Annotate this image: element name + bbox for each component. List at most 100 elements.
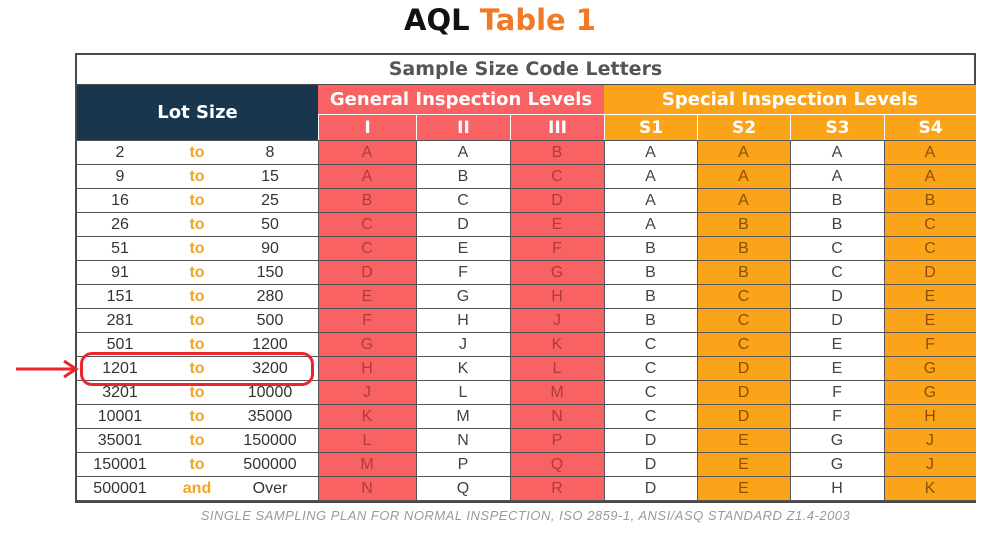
code-cell: A xyxy=(831,144,843,161)
lot-to-value: 280 xyxy=(256,288,284,305)
row-divider xyxy=(77,260,976,261)
code-cell: G xyxy=(456,288,470,305)
red-arrow-icon xyxy=(16,359,79,379)
row-divider xyxy=(77,188,976,189)
code-cell: D xyxy=(644,456,657,473)
code-cell: C xyxy=(644,360,657,377)
code-cell: E xyxy=(924,288,936,305)
column-divider xyxy=(416,140,417,500)
code-cell: F xyxy=(832,408,842,425)
code-cell: A xyxy=(645,144,656,161)
code-cell: B xyxy=(738,216,749,233)
lot-separator: to xyxy=(189,240,205,257)
code-cell: G xyxy=(923,384,937,401)
code-cell: Q xyxy=(550,456,564,473)
code-cell: L xyxy=(552,360,562,377)
lot-to-value: Over xyxy=(252,480,288,497)
code-cell: B xyxy=(645,240,656,257)
row-divider xyxy=(77,212,976,213)
lot-from: 151 xyxy=(106,288,134,305)
code-cell: B xyxy=(457,168,469,185)
row-divider xyxy=(77,380,976,381)
row-divider xyxy=(77,428,976,429)
code-cell: E xyxy=(361,288,373,305)
lot-from: 91 xyxy=(111,264,129,281)
lot-to-value: 90 xyxy=(261,240,279,257)
code-cell: A xyxy=(457,144,469,161)
code-cell: Q xyxy=(456,480,470,497)
code-cell: J xyxy=(363,384,371,401)
code-cell: G xyxy=(923,360,937,377)
column-fill xyxy=(697,140,790,500)
code-cell: E xyxy=(457,240,469,257)
code-cell: C xyxy=(924,240,936,257)
code-cell: D xyxy=(831,288,843,305)
code-cell: C xyxy=(457,192,469,209)
column-fill xyxy=(318,140,416,500)
code-cell: B xyxy=(924,192,936,209)
code-cell: B xyxy=(645,264,656,281)
row-divider xyxy=(77,332,976,333)
code-cell: F xyxy=(362,312,372,329)
code-cell: A xyxy=(738,144,749,161)
column-divider xyxy=(884,140,885,500)
code-cell: J xyxy=(926,432,934,449)
title-table-number: Table 1 xyxy=(479,3,596,37)
code-cell: A xyxy=(645,192,656,209)
code-cell: N xyxy=(361,480,373,497)
code-cell: A xyxy=(831,168,843,185)
code-cell: G xyxy=(830,432,844,449)
code-cell: G xyxy=(830,456,844,473)
row-divider xyxy=(77,164,976,165)
code-cell: H xyxy=(831,480,843,497)
row-divider xyxy=(77,452,976,453)
code-cell: E xyxy=(924,312,936,329)
lot-from: 10001 xyxy=(97,408,143,425)
code-cell: A xyxy=(924,168,936,185)
code-cell: E xyxy=(551,216,563,233)
code-cell: C xyxy=(361,216,373,233)
code-cell: E xyxy=(738,432,749,449)
code-cell: M xyxy=(456,408,470,425)
code-cell: P xyxy=(551,432,563,449)
lot-from: 35001 xyxy=(97,432,143,449)
lot-from: 3201 xyxy=(102,384,138,401)
row-divider xyxy=(77,236,976,237)
lot-size-header: Lot Size xyxy=(77,85,318,140)
lot-separator: to xyxy=(189,360,205,377)
code-cell: D xyxy=(737,360,750,377)
lot-from: 501 xyxy=(106,336,134,353)
lot-to-value: 35000 xyxy=(247,408,293,425)
lot-from: 26 xyxy=(111,216,129,233)
code-cell: F xyxy=(832,384,842,401)
code-cell: N xyxy=(457,432,469,449)
code-cell: D xyxy=(644,480,657,497)
row-divider xyxy=(77,308,976,309)
code-cell: D xyxy=(361,264,373,281)
code-cell: E xyxy=(831,336,843,353)
code-cell: D xyxy=(737,384,750,401)
code-cell: A xyxy=(738,192,749,209)
code-cell: E xyxy=(738,456,749,473)
level-header-s3: S3 xyxy=(790,114,884,140)
lot-separator: to xyxy=(189,288,205,305)
lot-separator: to xyxy=(189,168,205,185)
lot-separator: to xyxy=(189,384,205,401)
lot-from: 51 xyxy=(111,240,129,257)
code-cell: B xyxy=(361,192,373,209)
column-fill xyxy=(510,140,604,500)
title-aql: AQL xyxy=(404,3,470,37)
code-cell: A xyxy=(361,144,373,161)
footnote: SINGLE SAMPLING PLAN FOR NORMAL INSPECTI… xyxy=(200,508,851,523)
code-cell: J xyxy=(459,336,467,353)
code-cell: C xyxy=(737,288,750,305)
code-cell: C xyxy=(361,240,373,257)
code-cell: C xyxy=(551,168,563,185)
code-cell: B xyxy=(831,216,843,233)
lot-separator: to xyxy=(189,432,205,449)
column-divider xyxy=(697,140,698,500)
code-cell: P xyxy=(457,456,469,473)
code-cell: K xyxy=(361,408,373,425)
lot-from: 1201 xyxy=(102,360,138,377)
code-cell: C xyxy=(737,336,750,353)
